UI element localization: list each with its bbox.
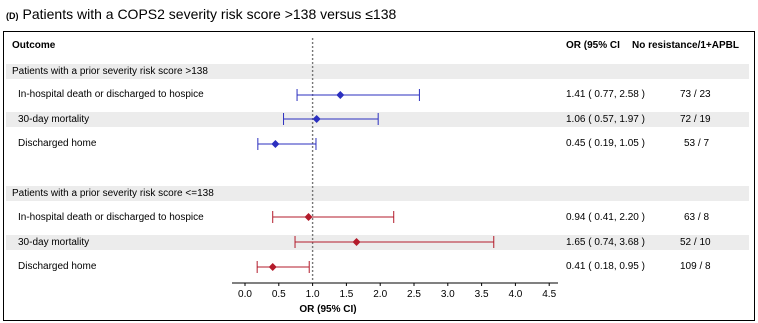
outcome-label: In-hospital death or discharged to hospi… [18, 89, 204, 100]
outcome-column-header: Outcome [12, 40, 56, 51]
x-tick-label: 2.5 [407, 289, 421, 300]
point-estimate [352, 238, 361, 246]
point-estimate [268, 263, 277, 271]
outcome-label: Discharged home [18, 138, 97, 149]
x-tick-label: 3.0 [441, 289, 455, 300]
x-tick-label: 0.0 [238, 289, 252, 300]
or-value: 1.06 ( 0.57, 1.97 ) [566, 114, 645, 125]
group-label: Patients with a prior severity risk scor… [12, 188, 214, 199]
or-value: 0.45 ( 0.19, 1.05 ) [566, 138, 645, 149]
or-value: 1.41 ( 0.77, 2.58 ) [566, 89, 645, 100]
x-tick-label: 1.0 [306, 289, 320, 300]
x-tick-label: 4.0 [508, 289, 522, 300]
outcome-label: 30-day mortality [18, 237, 90, 248]
x-tick-label: 0.5 [272, 289, 286, 300]
count-value: 109 / 8 [680, 261, 711, 272]
outcome-label: In-hospital death or discharged to hospi… [18, 212, 204, 223]
group-label: Patients with a prior severity risk scor… [12, 66, 208, 77]
x-tick-label: 3.5 [475, 289, 489, 300]
point-estimate [304, 213, 313, 221]
counts-column-header: No resistance/1+APBL [632, 40, 739, 51]
outcome-label: 30-day mortality [18, 114, 90, 125]
x-tick-label: 2.0 [373, 289, 387, 300]
point-estimate [312, 115, 321, 123]
count-value: 72 / 19 [680, 114, 711, 125]
count-value: 73 / 23 [680, 89, 711, 100]
point-estimate [271, 140, 280, 148]
or-column-header: OR (95% CI [566, 40, 620, 51]
count-value: 53 / 7 [684, 138, 710, 149]
x-tick-label: 4.5 [542, 289, 556, 300]
outcome-label: Discharged home [18, 261, 97, 272]
point-estimate [336, 91, 345, 99]
or-value: 0.94 ( 0.41, 2.20 ) [566, 212, 645, 223]
group-band [6, 186, 749, 201]
figure-title: Patients with a COPS2 severity risk scor… [22, 6, 397, 22]
panel-tag: (D) [6, 11, 19, 21]
group-band [6, 64, 749, 79]
count-value: 63 / 8 [684, 212, 710, 223]
or-value: 0.41 ( 0.18, 0.95 ) [566, 261, 645, 272]
figure-heading: (D) Patients with a COPS2 severity risk s… [6, 6, 396, 22]
count-value: 52 / 10 [680, 237, 711, 248]
or-value: 1.65 ( 0.74, 3.68 ) [566, 237, 645, 248]
x-tick-label: 1.5 [339, 289, 353, 300]
forest-plot-frame [3, 31, 755, 321]
x-axis-label: OR (95% CI) [299, 304, 357, 315]
